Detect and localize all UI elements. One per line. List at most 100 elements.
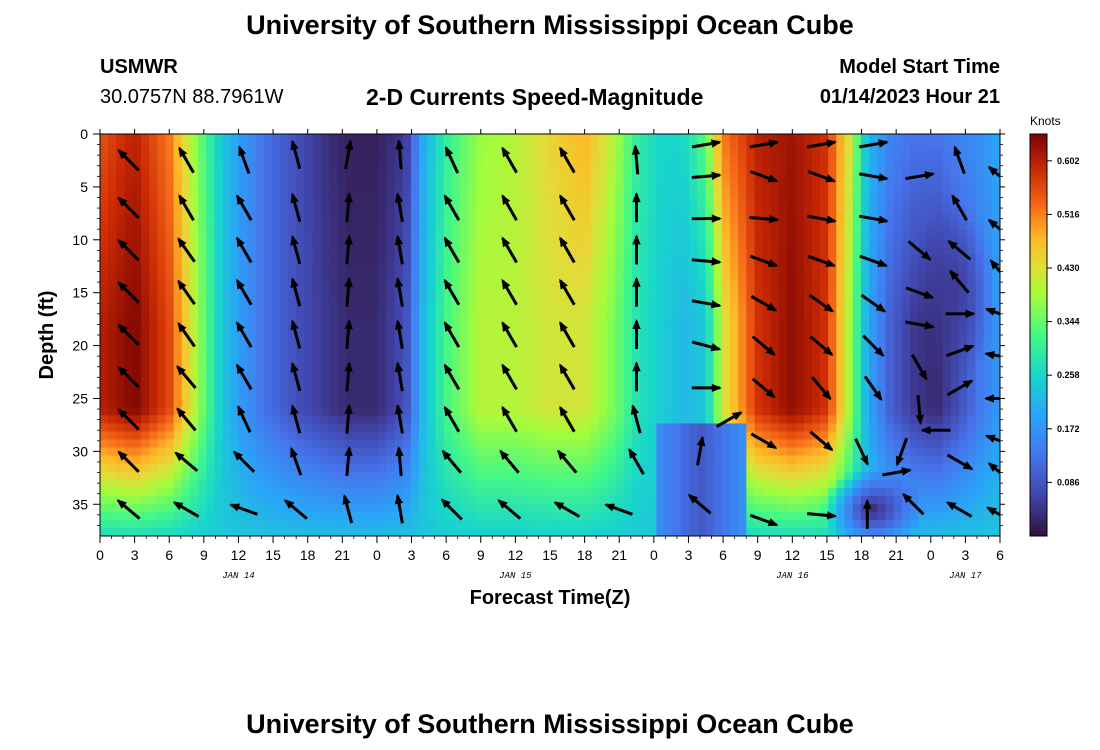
heatmap-cell <box>525 511 535 521</box>
heatmap-cell <box>787 246 797 256</box>
heatmap-cell <box>476 206 486 215</box>
heatmap-cell <box>828 246 837 256</box>
heatmap-cell <box>116 206 126 215</box>
heatmap-cell <box>198 158 207 167</box>
heatmap-cell <box>320 230 330 240</box>
heatmap-cell <box>378 190 387 199</box>
heatmap-cell <box>910 326 919 336</box>
heatmap-cell <box>550 335 559 344</box>
heatmap-cell <box>836 407 846 416</box>
heatmap-cell <box>263 142 273 151</box>
heatmap-cell <box>910 190 919 199</box>
heatmap-cell <box>280 359 289 368</box>
heatmap-cell <box>427 423 437 433</box>
heatmap-cell <box>206 278 216 288</box>
heatmap-cell <box>811 479 821 489</box>
heatmap-cell <box>574 294 584 304</box>
heatmap-cell <box>140 214 150 224</box>
heatmap-cell <box>910 367 919 376</box>
heatmap-cell <box>803 367 813 376</box>
heatmap-cell <box>631 399 641 408</box>
heatmap-cell <box>509 503 518 513</box>
heatmap-cell <box>361 415 371 425</box>
heatmap-cell <box>222 431 232 441</box>
heatmap-cell <box>852 495 862 505</box>
heatmap-cell <box>607 286 617 296</box>
heatmap-cell <box>811 278 821 288</box>
heatmap-cell <box>558 230 567 240</box>
heatmap-cell <box>582 407 592 416</box>
heatmap-cell <box>394 423 404 433</box>
heatmap-cell <box>116 318 126 328</box>
heatmap-cell <box>844 383 854 392</box>
heatmap-cell <box>836 142 846 151</box>
heatmap-cell <box>574 286 584 296</box>
heatmap-cell <box>582 158 592 167</box>
heatmap-cell <box>607 463 617 473</box>
heatmap-cell <box>214 254 224 264</box>
heatmap-cell <box>803 150 813 159</box>
heatmap-cell <box>558 439 567 449</box>
heatmap-cell <box>656 254 666 264</box>
heatmap-cell <box>492 230 502 240</box>
heatmap-cell <box>672 351 682 360</box>
heatmap-cell <box>590 367 600 376</box>
heatmap-cell <box>190 479 199 489</box>
heatmap-cell <box>149 407 158 416</box>
heatmap-cell <box>190 511 199 521</box>
heatmap-cell <box>500 286 510 296</box>
heatmap-cell <box>656 182 666 191</box>
heatmap-cell <box>836 150 846 159</box>
heatmap-cell <box>190 230 199 240</box>
heatmap-cell <box>239 511 248 521</box>
heatmap-cell <box>844 294 854 304</box>
heatmap-cell <box>648 463 657 473</box>
heatmap-cell <box>157 198 167 207</box>
heatmap-cell <box>198 174 207 183</box>
heatmap-cell <box>828 294 837 304</box>
heatmap-cell <box>860 278 870 288</box>
heatmap-cell <box>402 375 412 384</box>
heatmap-cell <box>599 343 608 352</box>
heatmap-cell <box>329 150 338 159</box>
heatmap-cell <box>509 407 518 416</box>
heatmap-cell <box>394 310 404 320</box>
heatmap-cell <box>803 158 813 167</box>
heatmap-cell <box>795 294 805 304</box>
heatmap-cell <box>386 503 396 513</box>
heatmap-cell <box>280 318 289 328</box>
heatmap-cell <box>320 343 330 352</box>
heatmap-cell <box>435 487 445 497</box>
heatmap-cell <box>312 174 322 183</box>
heatmap-cell <box>410 407 420 416</box>
heatmap-cell <box>476 142 486 151</box>
heatmap-cell <box>345 343 355 352</box>
heatmap-cell <box>181 254 191 264</box>
heatmap-cell <box>337 318 347 328</box>
heatmap-cell <box>402 142 412 151</box>
heatmap-cell <box>680 222 690 232</box>
heatmap-cell <box>255 367 265 376</box>
heatmap-cell <box>419 359 428 368</box>
heatmap-cell <box>852 278 862 288</box>
heatmap-cell <box>820 150 829 159</box>
heatmap-cell <box>730 198 739 207</box>
heatmap-cell <box>803 310 813 320</box>
heatmap-cell <box>852 142 862 151</box>
heatmap-cell <box>779 519 788 529</box>
heatmap-cell <box>713 222 723 232</box>
heatmap-cell <box>239 343 248 352</box>
heatmap-cell <box>149 439 158 449</box>
heatmap-cell <box>525 142 535 151</box>
heatmap-cell <box>893 278 903 288</box>
heatmap-cell <box>320 134 330 143</box>
heatmap-cell <box>410 246 420 256</box>
heatmap-cell <box>656 278 666 288</box>
heatmap-cell <box>664 383 674 392</box>
heatmap-cell <box>648 278 657 288</box>
heatmap-cell <box>304 399 314 408</box>
heatmap-cell <box>288 383 297 392</box>
heatmap-cell <box>893 415 903 425</box>
heatmap-cell <box>844 455 854 465</box>
heatmap-cell <box>378 294 387 304</box>
